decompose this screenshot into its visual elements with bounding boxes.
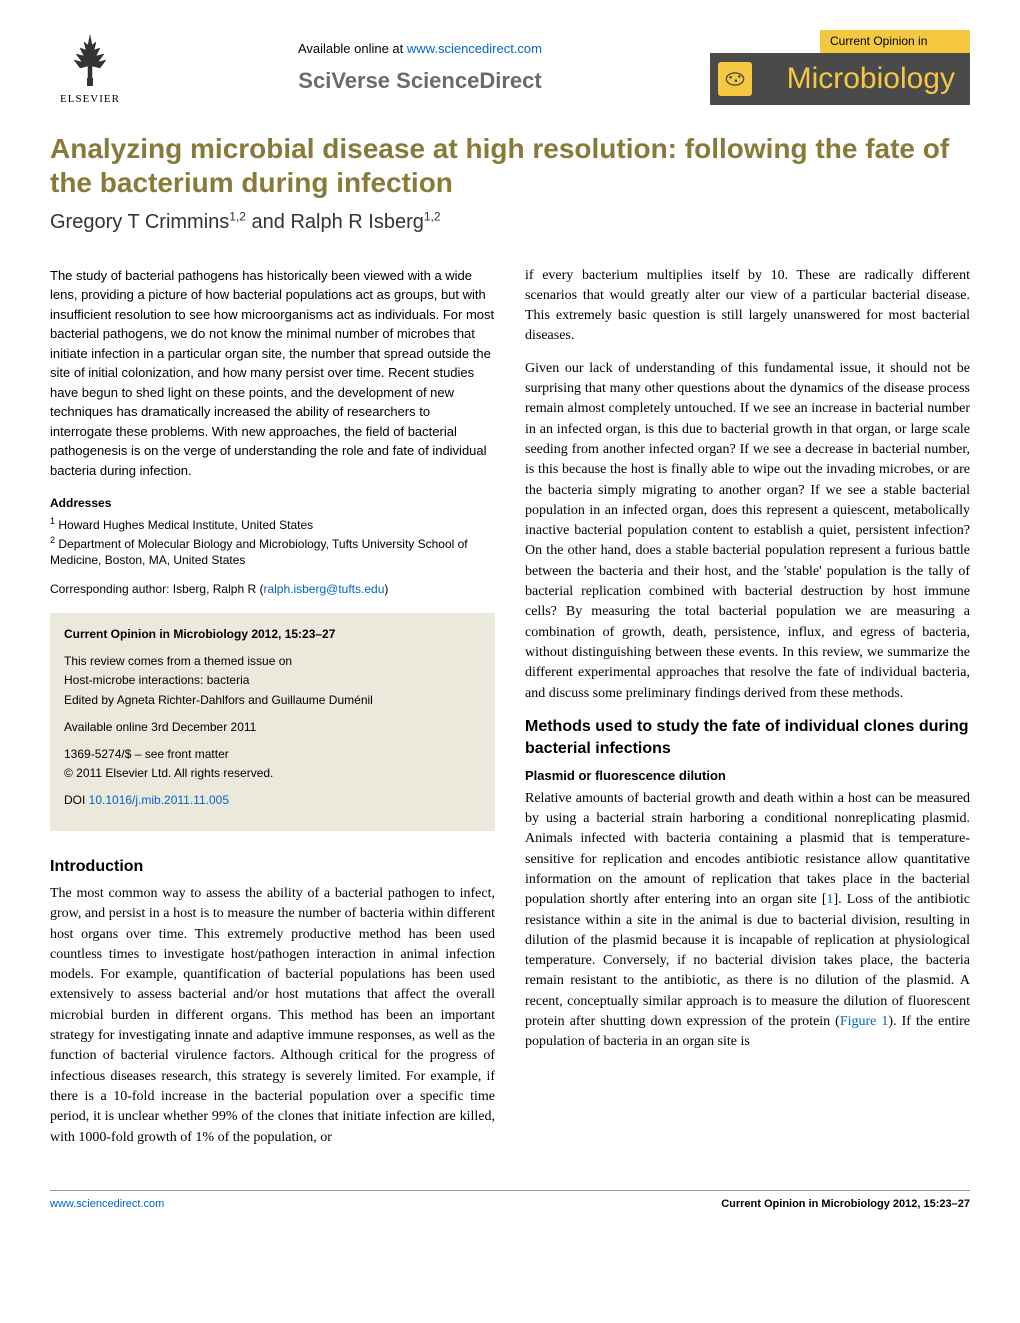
authors-line: Gregory T Crimmins1,2 and Ralph R Isberg… bbox=[50, 208, 970, 236]
doi-link[interactable]: 10.1016/j.mib.2011.11.005 bbox=[89, 793, 229, 807]
available-online-text: Available online at www.sciencedirect.co… bbox=[130, 40, 710, 58]
col2-paragraph-2: Given our lack of understanding of this … bbox=[525, 359, 970, 704]
footer-sciencedirect-link[interactable]: www.sciencedirect.com bbox=[50, 1197, 164, 1212]
plasmid-paragraph: Relative amounts of bacterial growth and… bbox=[525, 789, 970, 1053]
article-title: Analyzing microbial disease at high reso… bbox=[50, 132, 970, 199]
abstract-text: The study of bacterial pathogens has his… bbox=[50, 266, 495, 481]
address-1: Howard Hughes Medical Institute, United … bbox=[55, 518, 313, 532]
intro-paragraph-1: The most common way to assess the abilit… bbox=[50, 884, 495, 1148]
corresponding-author: Corresponding author: Isberg, Ralph R (r… bbox=[50, 581, 495, 598]
figure-1-link[interactable]: Figure 1 bbox=[840, 1014, 889, 1029]
author-2: Ralph R Isberg bbox=[290, 211, 423, 233]
doi-label: DOI bbox=[64, 793, 89, 807]
available-online-date: Available online 3rd December 2011 bbox=[64, 718, 481, 737]
addresses-block: 1 Howard Hughes Medical Institute, Unite… bbox=[50, 515, 495, 569]
edited-by: Edited by Agneta Richter-Dahlfors and Gu… bbox=[64, 693, 373, 707]
publication-info-box: Current Opinion in Microbiology 2012, 15… bbox=[50, 613, 495, 831]
sciverse-brand: SciVerse ScienceDirect bbox=[130, 66, 710, 97]
copyright-line: © 2011 Elsevier Ltd. All rights reserved… bbox=[64, 766, 273, 780]
center-header: Available online at www.sciencedirect.co… bbox=[130, 30, 710, 97]
page-header: ELSEVIER Available online at www.science… bbox=[50, 30, 970, 107]
plasmid-subheading: Plasmid or fluorescence dilution bbox=[525, 767, 970, 785]
author-1: Gregory T Crimmins bbox=[50, 211, 229, 233]
journal-badge-top: Current Opinion in bbox=[820, 30, 970, 53]
issn-line: 1369-5274/$ – see front matter bbox=[64, 747, 229, 761]
addresses-heading: Addresses bbox=[50, 495, 495, 512]
elsevier-label: ELSEVIER bbox=[60, 92, 120, 107]
sciencedirect-link[interactable]: www.sciencedirect.com bbox=[407, 41, 542, 56]
journal-badge: Current Opinion in Microbiology bbox=[710, 30, 970, 105]
col2-paragraph-1: if every bacterium multiplies itself by … bbox=[525, 266, 970, 347]
address-2: Department of Molecular Biology and Micr… bbox=[50, 537, 468, 568]
introduction-heading: Introduction bbox=[50, 856, 495, 878]
themed-issue-label: This review comes from a themed issue on bbox=[64, 654, 292, 668]
elsevier-logo-block: ELSEVIER bbox=[50, 30, 130, 107]
elsevier-tree-icon bbox=[60, 30, 120, 90]
right-column: if every bacterium multiplies itself by … bbox=[525, 266, 970, 1160]
page-footer: www.sciencedirect.com Current Opinion in… bbox=[50, 1190, 970, 1212]
left-column: The study of bacterial pathogens has his… bbox=[50, 266, 495, 1160]
journal-reference: Current Opinion in Microbiology 2012, 15… bbox=[64, 625, 481, 644]
themed-issue-name: Host-microbe interactions: bacteria bbox=[64, 673, 249, 687]
footer-journal-ref: Current Opinion in Microbiology 2012, 15… bbox=[721, 1197, 970, 1212]
microbiology-icon bbox=[718, 62, 752, 96]
methods-heading: Methods used to study the fate of indivi… bbox=[525, 716, 970, 761]
two-column-layout: The study of bacterial pathogens has his… bbox=[50, 266, 970, 1160]
corresponding-email-link[interactable]: ralph.isberg@tufts.edu bbox=[263, 582, 384, 596]
